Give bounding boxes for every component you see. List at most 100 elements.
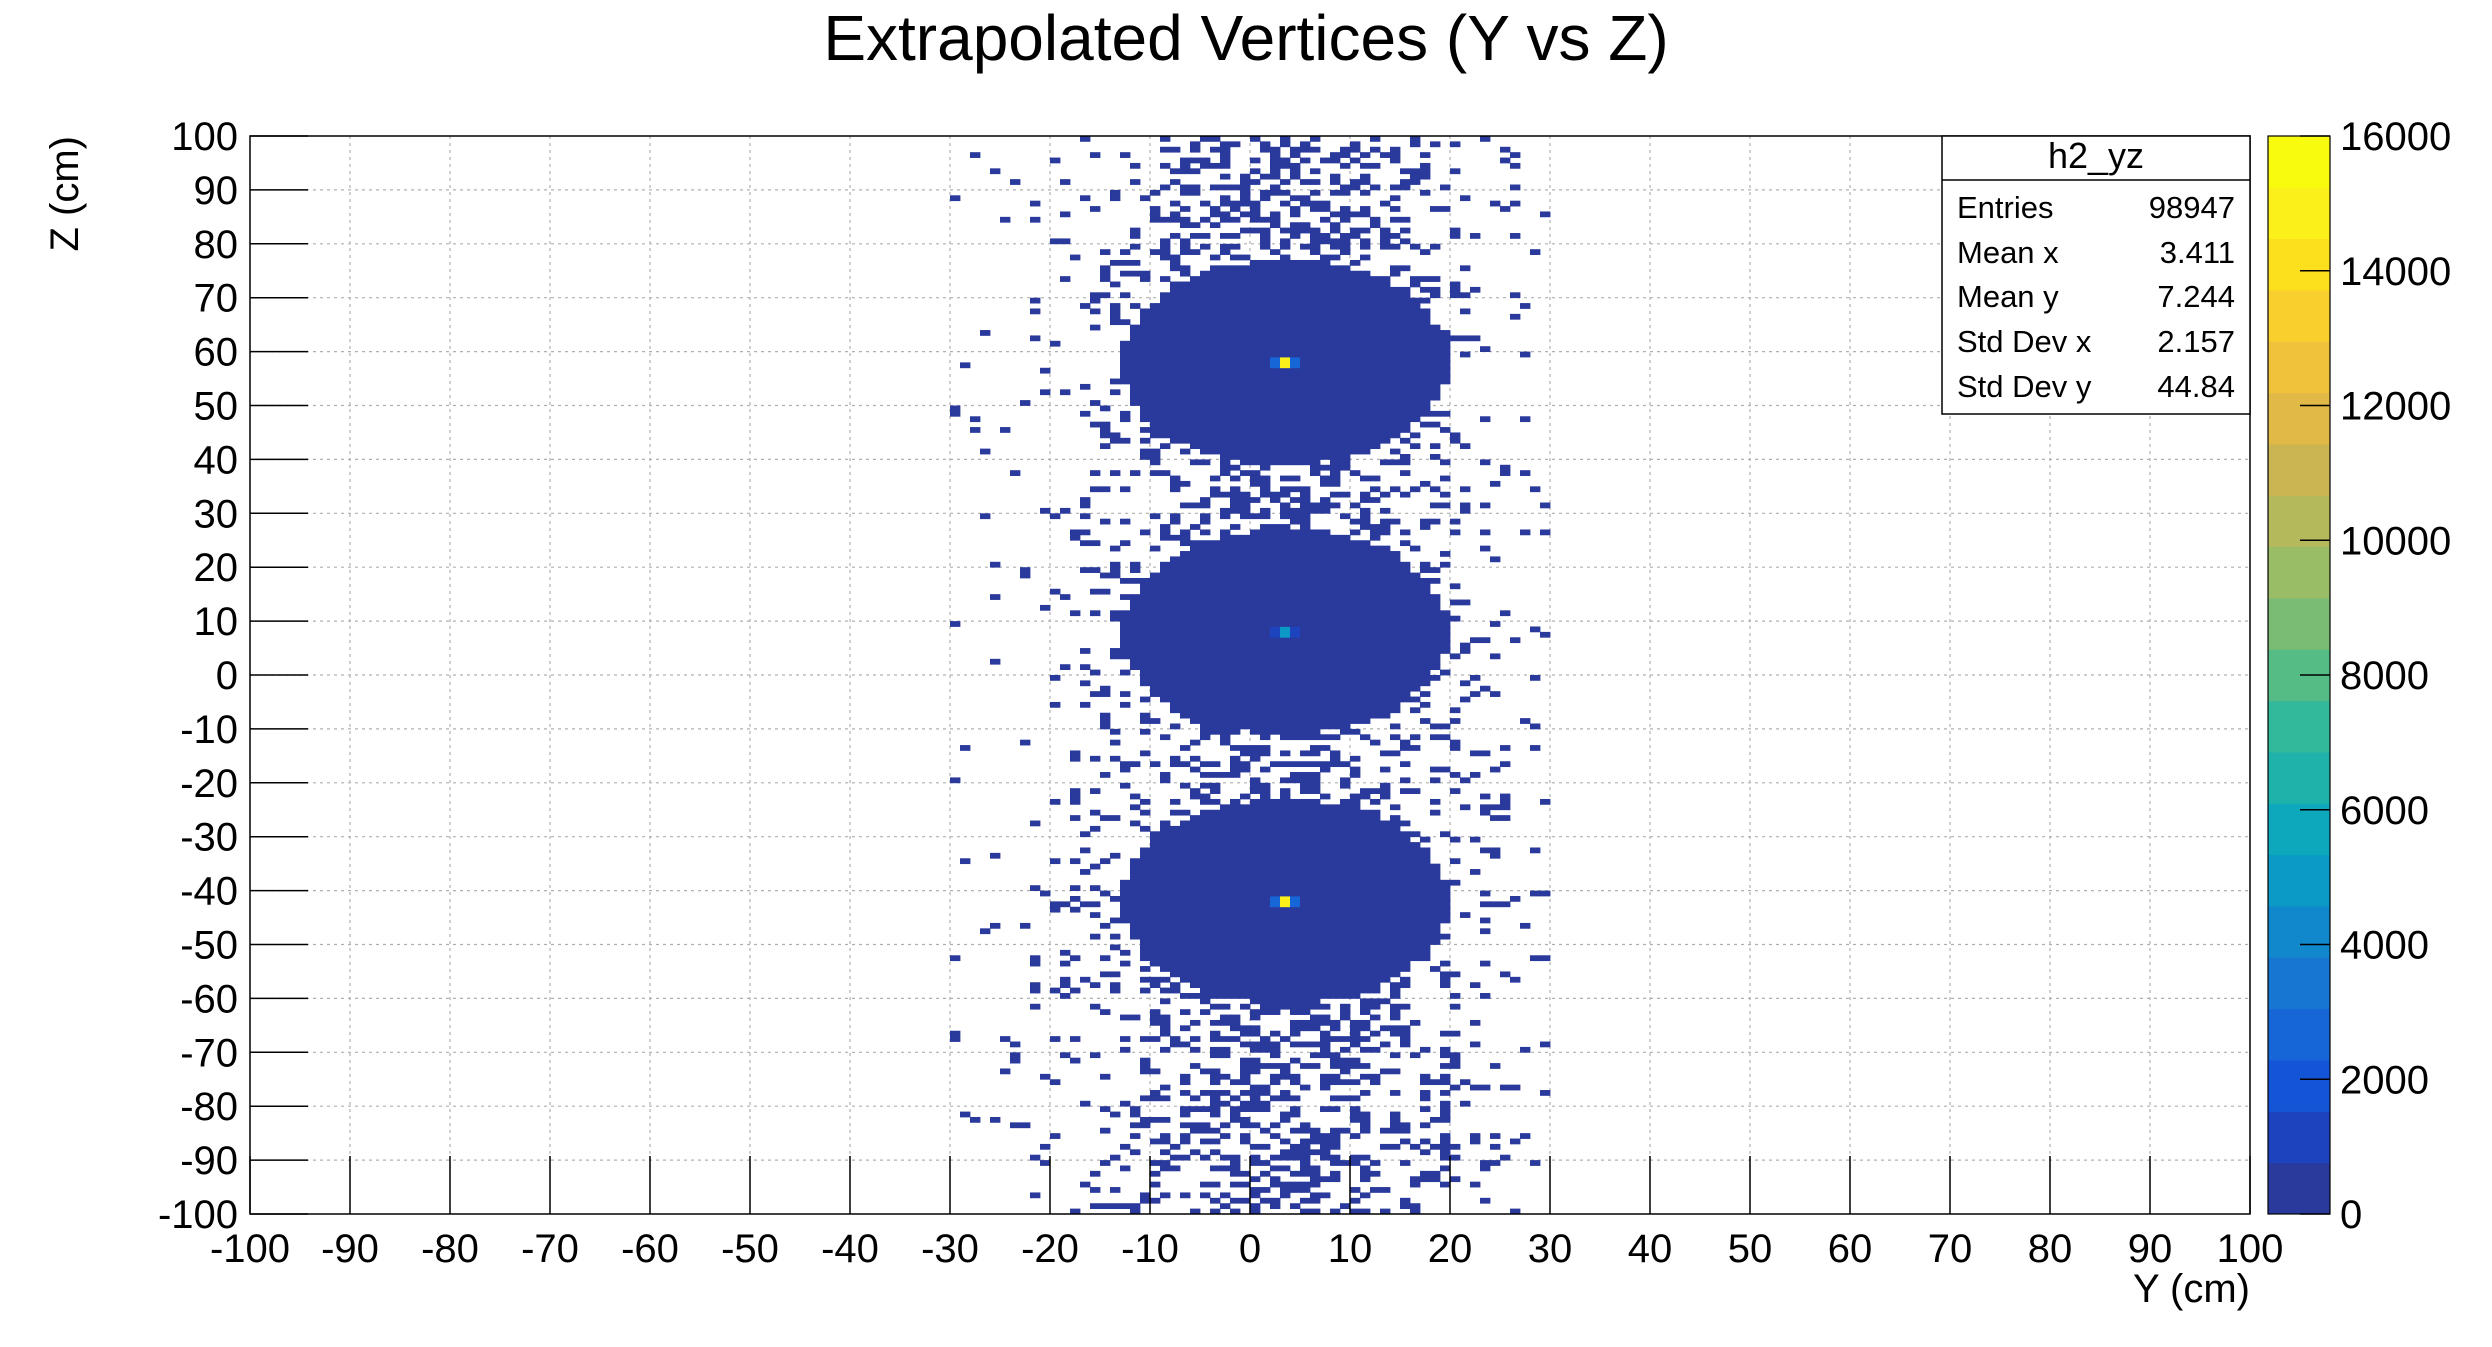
heatmap-cell bbox=[1240, 405, 1251, 412]
heatmap-cell bbox=[1260, 373, 1271, 379]
heatmap-cell bbox=[1190, 540, 1201, 547]
heatmap-cell bbox=[1340, 588, 1351, 595]
heatmap-cell bbox=[1330, 879, 1341, 886]
heatmap-cell bbox=[1340, 389, 1351, 396]
heatmap-cell bbox=[1170, 259, 1181, 266]
heatmap-cell bbox=[1450, 1030, 1461, 1037]
heatmap-cell bbox=[1380, 400, 1391, 406]
heatmap-cell bbox=[1140, 895, 1151, 902]
heatmap-cell bbox=[1190, 502, 1201, 509]
heatmap-cell bbox=[1230, 825, 1241, 832]
heatmap-cell bbox=[1290, 901, 1301, 908]
heatmap-cell bbox=[1230, 400, 1241, 406]
heatmap-cell bbox=[1100, 685, 1111, 692]
heatmap-cell bbox=[1320, 917, 1331, 924]
heatmap-cell bbox=[1290, 259, 1301, 266]
heatmap-cell bbox=[1250, 815, 1261, 821]
heatmap-cell bbox=[1400, 1138, 1411, 1145]
heatmap-cell bbox=[1400, 416, 1411, 423]
heatmap-cell bbox=[1310, 594, 1321, 600]
heatmap-cell bbox=[1150, 378, 1161, 385]
heatmap-cell bbox=[1360, 664, 1371, 671]
heatmap-cell bbox=[1350, 987, 1361, 994]
heatmap-cell bbox=[1350, 675, 1361, 681]
heatmap-cell bbox=[1280, 383, 1291, 390]
heatmap-cell bbox=[1100, 249, 1111, 255]
heatmap-cell bbox=[1360, 524, 1371, 530]
heatmap-cell bbox=[1400, 351, 1411, 358]
heatmap-cell bbox=[1360, 809, 1371, 816]
heatmap-cell bbox=[1330, 303, 1341, 309]
heatmap-cell bbox=[1500, 1084, 1511, 1091]
heatmap-cell bbox=[1070, 1208, 1081, 1215]
heatmap-cell bbox=[1220, 1192, 1231, 1199]
heatmap-cell bbox=[1380, 200, 1391, 207]
heatmap-cell bbox=[1220, 173, 1231, 180]
heatmap-cell bbox=[1150, 432, 1161, 439]
heatmap-cell bbox=[1320, 626, 1331, 633]
heatmap-cell bbox=[1210, 421, 1221, 428]
heatmap-cell bbox=[1250, 227, 1261, 234]
heatmap-cell bbox=[1320, 437, 1331, 444]
heatmap-cell bbox=[1340, 804, 1351, 811]
heatmap-cell bbox=[1270, 162, 1281, 169]
heatmap-cell bbox=[1150, 448, 1161, 455]
heatmap-cell bbox=[1250, 1095, 1261, 1102]
heatmap-cell bbox=[1300, 518, 1311, 525]
heatmap-cell bbox=[1260, 863, 1271, 870]
heatmap-cell bbox=[1250, 1009, 1261, 1015]
heatmap-cell bbox=[1270, 173, 1281, 180]
heatmap-cell bbox=[1360, 879, 1371, 886]
heatmap-cell bbox=[1220, 1003, 1231, 1010]
heatmap-cell bbox=[1300, 259, 1311, 266]
heatmap-cell bbox=[1450, 772, 1461, 778]
heatmap-cell bbox=[1230, 427, 1241, 433]
heatmap-cell bbox=[1410, 346, 1421, 352]
heatmap-cell bbox=[1200, 373, 1211, 379]
heatmap-cell bbox=[1240, 270, 1251, 277]
heatmap-cell bbox=[1510, 1138, 1521, 1145]
colorbar-segment bbox=[2268, 341, 2330, 394]
heatmap-cell bbox=[1240, 939, 1251, 945]
heatmap-cell bbox=[1310, 825, 1321, 832]
heatmap-cell bbox=[1200, 529, 1211, 536]
heatmap-cell bbox=[1240, 497, 1251, 503]
heatmap-cell bbox=[1220, 707, 1231, 714]
heatmap-cell bbox=[1200, 890, 1211, 897]
heatmap-cell bbox=[1240, 340, 1251, 347]
heatmap-cell bbox=[1070, 895, 1081, 902]
heatmap-cell bbox=[1400, 604, 1411, 611]
heatmap-cell bbox=[960, 1111, 971, 1118]
heatmap-cell bbox=[1170, 1041, 1181, 1048]
heatmap-cell bbox=[1300, 389, 1311, 396]
heatmap-cell bbox=[1260, 443, 1271, 450]
heatmap-cell bbox=[1310, 847, 1321, 854]
heatmap-cell bbox=[1300, 303, 1311, 309]
heatmap-cell bbox=[1340, 917, 1351, 924]
heatmap-cell bbox=[1420, 922, 1431, 929]
heatmap-cell bbox=[1260, 480, 1271, 487]
heatmap-cell bbox=[1400, 184, 1411, 191]
heatmap-cell bbox=[1400, 680, 1411, 687]
heatmap-cell bbox=[1350, 383, 1361, 390]
heatmap-cell bbox=[1400, 966, 1411, 972]
heatmap-cell bbox=[1360, 825, 1371, 832]
heatmap-cell bbox=[1230, 313, 1241, 320]
heatmap-cell bbox=[1350, 680, 1361, 687]
heatmap-cell bbox=[1150, 653, 1161, 660]
heatmap-cell bbox=[1330, 1138, 1341, 1145]
heatmap-cell bbox=[1350, 324, 1361, 331]
heatmap-cell bbox=[1260, 410, 1271, 417]
heatmap-cell bbox=[1320, 286, 1331, 293]
heatmap-cell bbox=[1020, 572, 1031, 579]
heatmap-cell bbox=[1310, 400, 1321, 406]
heatmap-cell bbox=[1260, 356, 1271, 363]
heatmap-cell bbox=[1440, 1116, 1451, 1123]
heatmap-cell bbox=[1410, 356, 1421, 363]
heatmap-cell bbox=[1300, 297, 1311, 304]
heatmap-cell bbox=[1250, 588, 1261, 595]
heatmap-cell bbox=[1280, 885, 1291, 891]
heatmap-cell bbox=[1320, 1154, 1331, 1161]
heatmap-cell bbox=[1300, 540, 1311, 547]
heatmap-cell bbox=[1290, 685, 1301, 692]
